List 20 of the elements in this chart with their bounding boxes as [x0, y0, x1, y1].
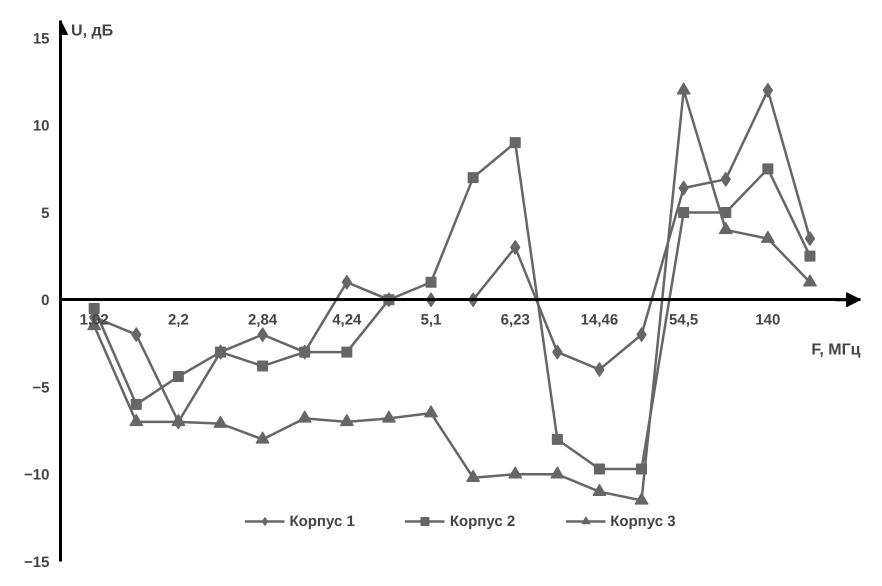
y-tick-label: −5 [32, 379, 50, 396]
x-axis-title: F, МГц [811, 342, 861, 359]
legend-label: Корпус 3 [610, 512, 676, 530]
x-tick-label: 2,84 [248, 312, 278, 329]
x-tick-label: 5,1 [420, 312, 442, 329]
x-tick-label: 4,24 [332, 312, 362, 329]
x-tick-label: 2,2 [168, 312, 189, 329]
x-tick-label: 54,5 [669, 312, 698, 329]
y-tick-label: 10 [32, 118, 50, 135]
y-tick-label: 0 [41, 292, 50, 310]
legend-label: Корпус 1 [289, 512, 355, 530]
legend-label: Корпус 2 [450, 512, 516, 530]
x-tick-label: 140 [755, 312, 780, 329]
y-tick-label: −10 [24, 466, 50, 484]
y-tick-label: −15 [24, 554, 50, 571]
x-tick-label: 14,46 [580, 312, 618, 329]
y-axis-title: U, дБ [71, 22, 114, 40]
y-tick-label: 5 [41, 204, 50, 222]
y-tick-label: 15 [32, 30, 50, 48]
x-tick-label: 6,23 [500, 312, 530, 329]
